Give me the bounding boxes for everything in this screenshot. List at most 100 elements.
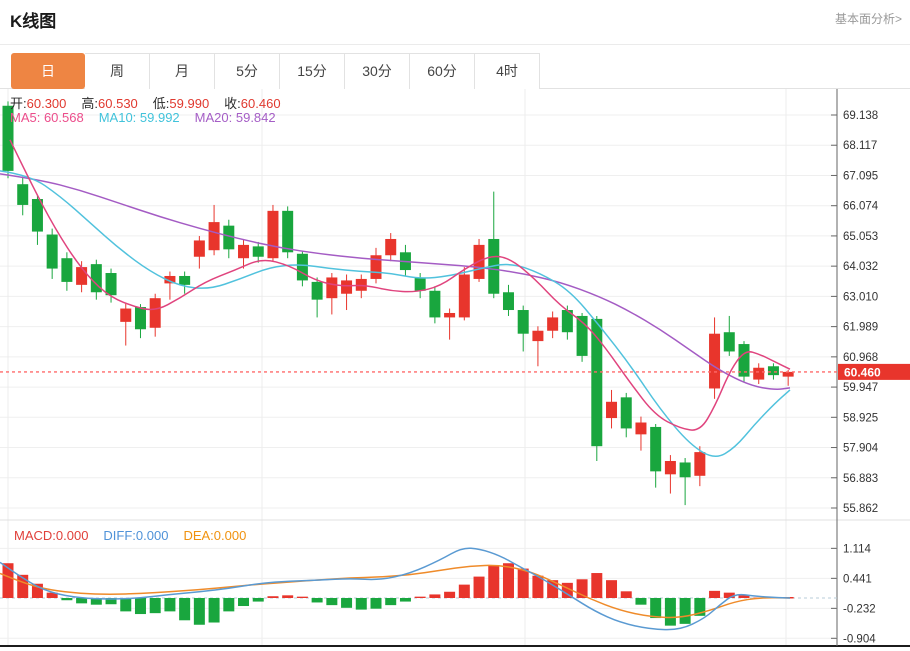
macd-bar: [208, 598, 220, 623]
macd-bar: [458, 584, 470, 598]
candle-body: [149, 298, 161, 328]
kline-chart-canvas[interactable]: 69.138 68.117 67.095 66.074 65.053 64.032 63.0…: [0, 89, 910, 651]
candle-body: [635, 422, 647, 435]
macd-bar: [399, 598, 411, 602]
candle-body: [429, 290, 441, 318]
page-title: K线图: [10, 12, 57, 31]
macd-bar: [296, 596, 308, 598]
candle-body: [267, 210, 279, 259]
candle-body: [767, 366, 779, 376]
candle-body: [252, 246, 264, 257]
candle-body: [650, 426, 662, 472]
main-axis-label: 57.904: [843, 443, 879, 455]
macd-bar: [694, 598, 706, 616]
candle-body: [458, 274, 470, 318]
macd-bar: [664, 598, 676, 626]
candle-body: [2, 105, 14, 171]
main-axis-label: 55.862: [843, 503, 878, 515]
macd-bar: [502, 563, 514, 598]
macd-bar: [223, 598, 235, 612]
macd-bar: [355, 598, 367, 610]
ma5-line: [9, 139, 791, 431]
macd-bar: [341, 598, 353, 608]
candle-body: [576, 315, 588, 356]
candle-body: [311, 281, 323, 300]
macd-bar: [120, 598, 132, 612]
macd-bar: [370, 598, 382, 609]
candle-body: [679, 462, 691, 478]
candle-body: [738, 344, 750, 377]
macd-bar: [488, 565, 500, 598]
macd-bar: [282, 595, 294, 598]
macd-bar: [606, 580, 618, 598]
tab-interval-1[interactable]: 日: [11, 53, 85, 89]
candle-body: [517, 310, 529, 334]
tab-interval-8[interactable]: 4时: [475, 53, 540, 89]
candle-body: [502, 292, 514, 311]
candle-body: [179, 275, 191, 285]
candle-body: [664, 460, 676, 475]
tab-interval-7[interactable]: 60分: [410, 53, 475, 89]
dea-line: [0, 564, 791, 619]
macd-bar: [723, 592, 735, 598]
fundamental-analysis-link[interactable]: 基本面分析>: [834, 12, 902, 26]
macd-bar: [709, 590, 721, 598]
candle-body: [561, 310, 573, 333]
macd-bar: [46, 592, 58, 598]
candle-body: [694, 452, 706, 476]
macd-bar: [2, 563, 14, 598]
main-axis-label: 61.989: [843, 322, 878, 334]
candle-body: [134, 307, 146, 330]
macd-bar: [326, 598, 338, 606]
macd-axis-label: -0.232: [843, 603, 876, 615]
macd-bar: [679, 598, 691, 624]
candle-body: [76, 267, 88, 285]
tab-interval-6[interactable]: 30分: [345, 53, 410, 89]
macd-bar: [252, 598, 264, 602]
candle-body: [341, 280, 353, 294]
tab-interval-5[interactable]: 15分: [280, 53, 345, 89]
macd-bar: [532, 575, 544, 598]
candle-body: [620, 397, 632, 429]
tab-interval-4[interactable]: 5分: [215, 53, 280, 89]
candle-body: [709, 333, 721, 389]
macd-bar: [90, 598, 102, 605]
candle-body: [61, 258, 73, 282]
macd-bar: [547, 580, 559, 598]
main-axis-label: 59.947: [843, 382, 878, 394]
main-axis-label: 66.074: [843, 201, 879, 213]
tab-bar: 日周月 5分 15分 30分 60分 4时: [11, 53, 910, 89]
current-price-badge-label: 60.460: [844, 365, 881, 379]
macd-bar: [576, 579, 588, 598]
candle-body: [547, 317, 559, 331]
main-axis-label: 68.117: [843, 140, 877, 152]
candle-body: [326, 277, 338, 299]
candle-body: [105, 273, 117, 296]
candle-body: [444, 312, 456, 318]
macd-bar: [238, 598, 250, 607]
macd-bar: [591, 573, 603, 598]
macd-bar: [414, 596, 426, 598]
diff-line: [0, 547, 791, 631]
macd-bar: [105, 598, 117, 605]
candle-body: [208, 222, 220, 251]
candle-body: [90, 264, 102, 293]
interval-tabbar-wrap: 日周月 5分 15分 30分 60分 4时: [0, 53, 910, 89]
macd-bar: [164, 598, 176, 612]
candle-body: [120, 308, 132, 322]
main-axis-label: 64.032: [843, 261, 878, 273]
macd-bar: [193, 598, 205, 625]
candle-body: [753, 367, 765, 380]
macd-bar: [738, 595, 750, 598]
main-axis-label: 58.925: [843, 412, 878, 424]
macd-bar: [76, 598, 88, 604]
macd-bar: [31, 583, 43, 598]
macd-axis-label: 1.114: [843, 543, 872, 555]
candle-body: [370, 255, 382, 279]
ma10-line: [0, 170, 791, 457]
candle-body: [414, 277, 426, 291]
tab-interval-3[interactable]: 月: [150, 53, 215, 89]
macd-bar: [179, 598, 191, 621]
candle-body: [46, 234, 58, 269]
tab-interval-2[interactable]: 周: [85, 53, 150, 89]
